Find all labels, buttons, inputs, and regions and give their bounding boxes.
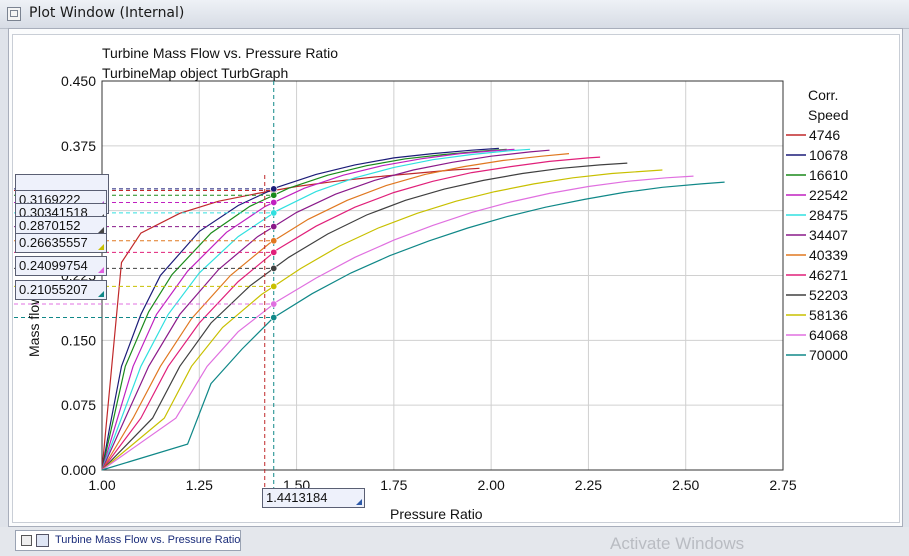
legend-entry-40339: 40339 [809,247,848,263]
series-line-58136[interactable] [101,169,663,471]
readout-corner-icon [356,499,362,505]
activation-watermark: Activate Windows [610,534,745,553]
legend-title-line1: Corr. [808,87,838,103]
cursor-point-40339[interactable] [270,237,278,245]
legend-entry-16610: 16610 [809,167,848,183]
cursor-point-22542[interactable] [270,198,278,206]
x-tick-label: 2.50 [672,477,699,493]
chart-grid [101,80,784,471]
y-cursor-readout[interactable]: 0.26635557 [15,233,107,253]
y-cursor-readout[interactable]: 0.24099754 [15,256,107,276]
legend-entry-28475: 28475 [809,207,848,223]
readout-corner-icon [98,291,104,297]
legend-entry-58136: 58136 [809,307,848,323]
tab-mass-flow-plot[interactable]: Turbine Mass Flow vs. Pressure Ratio [15,530,241,551]
series-line-16610[interactable] [101,148,507,471]
cursor-point-46271[interactable] [270,248,278,256]
readout-corner-icon [98,227,104,233]
y-cursor-value: 0.26635557 [19,235,88,250]
series-line-34407[interactable] [101,149,550,471]
chart-icon [36,534,49,547]
cursor-point-34407[interactable] [270,223,278,231]
tab-label: Turbine Mass Flow vs. Pressure Ratio [55,534,241,546]
y-tick-label: 0.000 [61,462,96,478]
y-cursor-value: 0.24099754 [19,258,88,273]
x-tick-label: 2.00 [478,477,505,493]
window-icon[interactable] [7,7,21,21]
series-line-46271[interactable] [101,156,601,471]
x-cursor-value: 1.4413184 [266,490,328,505]
series-line-40339[interactable] [101,153,570,471]
y-cursor-readout[interactable]: 0.2870152 [15,216,107,236]
series-line-4746[interactable] [101,167,480,471]
legend-entry-4746: 4746 [809,127,840,143]
legend-entry-10678: 10678 [809,147,848,163]
legend-entry-64068: 64068 [809,327,848,343]
series-layer [101,147,725,471]
legend-entry-46271: 46271 [809,267,848,283]
plot-area-container [12,34,900,523]
window-title: Plot Window (Internal) [29,5,185,21]
legend-title-line2: Speed [808,107,848,123]
y-tick-label: 0.375 [61,138,96,154]
legend-entry-22542: 22542 [809,187,848,203]
window-tab-icon [21,535,32,546]
readout-corner-icon [98,267,104,273]
chart-subtitle: TurbineMap object TurbGraph [102,65,288,81]
y-cursor-value: 0.2870152 [19,218,81,233]
cursor-point-64068[interactable] [270,300,278,308]
legend-entry-34407: 34407 [809,227,848,243]
y-cursor-readout[interactable]: 0.21055207 [15,280,107,300]
series-line-28475[interactable] [101,148,531,471]
chart-legend: 4746 10678 16610 22542 28475 34407 40339 46271 5… [786,127,848,363]
cursor-point-70000[interactable] [270,314,278,322]
series-line-10678[interactable] [101,147,499,471]
y-axis-label: Mass flow [26,294,42,357]
cursor-point-10678[interactable] [270,185,278,193]
x-cursor-readout[interactable]: 1.4413184 [262,488,365,508]
x-tick-label: 1.00 [88,477,115,493]
y-cursor-value: 0.21055207 [19,282,88,297]
y-tick-label: 0.150 [61,332,96,348]
cursor-point-16610[interactable] [270,191,278,199]
y-tick-label: 0.450 [61,73,96,89]
x-axis-label: Pressure Ratio [390,506,483,522]
cursor-point-28475[interactable] [270,209,278,217]
x-tick-label: 1.75 [380,477,407,493]
legend-entry-52203: 52203 [809,287,848,303]
series-line-64068[interactable] [101,175,694,471]
series-line-52203[interactable] [101,162,628,471]
legend-entry-70000: 70000 [809,347,848,363]
x-tick-label: 1.25 [186,477,213,493]
chart-title: Turbine Mass Flow vs. Pressure Ratio [102,45,338,61]
readout-corner-icon [98,244,104,250]
series-line-22542[interactable] [101,148,515,471]
cursor-point-52203[interactable] [270,264,278,272]
x-tick-labels: 1.00 1.25 1.50 1.75 2.00 2.25 2.50 2.75 [88,477,796,493]
y-tick-label: 0.075 [61,397,96,413]
series-line-70000[interactable] [101,181,725,471]
x-tick-label: 2.75 [769,477,796,493]
x-tick-label: 2.25 [575,477,602,493]
bottom-tab-bar: Turbine Mass Flow vs. Pressure Ratio [0,527,909,556]
cursor-point-58136[interactable] [270,282,278,290]
